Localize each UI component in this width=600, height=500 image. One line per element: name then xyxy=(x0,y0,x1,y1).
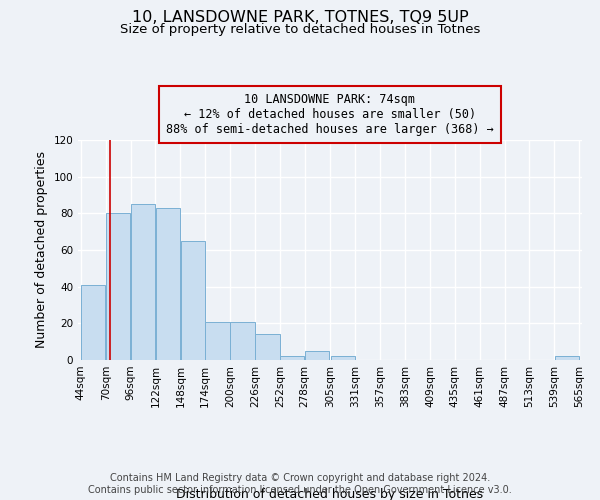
Bar xyxy=(181,241,205,360)
Bar xyxy=(255,334,280,360)
Bar xyxy=(331,356,355,360)
Bar xyxy=(106,214,130,360)
Bar xyxy=(230,322,254,360)
Text: Contains HM Land Registry data © Crown copyright and database right 2024.
Contai: Contains HM Land Registry data © Crown c… xyxy=(88,474,512,495)
Bar xyxy=(305,351,329,360)
Bar xyxy=(280,356,304,360)
Bar xyxy=(554,356,579,360)
Bar xyxy=(205,322,230,360)
X-axis label: Distribution of detached houses by size in Totnes: Distribution of detached houses by size … xyxy=(176,488,484,500)
Text: 10, LANSDOWNE PARK, TOTNES, TQ9 5UP: 10, LANSDOWNE PARK, TOTNES, TQ9 5UP xyxy=(131,10,469,25)
Text: Size of property relative to detached houses in Totnes: Size of property relative to detached ho… xyxy=(120,22,480,36)
Bar xyxy=(131,204,155,360)
Bar xyxy=(81,285,106,360)
Text: 10 LANSDOWNE PARK: 74sqm
← 12% of detached houses are smaller (50)
88% of semi-d: 10 LANSDOWNE PARK: 74sqm ← 12% of detach… xyxy=(166,92,494,136)
Y-axis label: Number of detached properties: Number of detached properties xyxy=(35,152,48,348)
Bar xyxy=(156,208,180,360)
